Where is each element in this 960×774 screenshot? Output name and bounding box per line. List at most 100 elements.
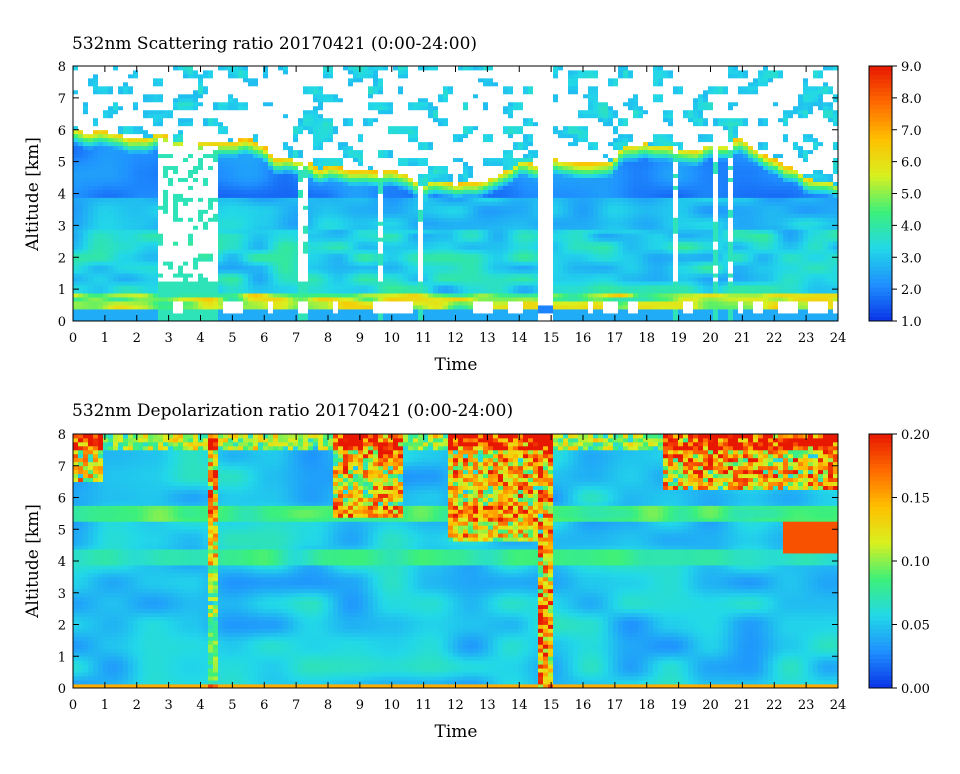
colorbar-2-swatch bbox=[869, 506, 892, 511]
colorbar-1-swatch bbox=[869, 134, 892, 139]
depolarization-ratio-heatmap bbox=[73, 434, 838, 688]
colorbar-2-swatch bbox=[869, 565, 892, 570]
colorbar-1-swatch bbox=[869, 130, 892, 135]
colorbar-2-swatch bbox=[869, 633, 892, 638]
colorbar-1-swatch bbox=[869, 270, 892, 275]
colorbar-1-swatch bbox=[869, 211, 892, 216]
colorbar-1-swatch bbox=[869, 155, 892, 160]
panel-1-xtick-label: 6 bbox=[260, 331, 268, 346]
colorbar-2-swatch bbox=[869, 476, 892, 481]
panel-1-xtick-label: 10 bbox=[383, 331, 400, 346]
panel-1-xtick-label: 19 bbox=[670, 331, 687, 346]
panel-1-ytick-label: 6 bbox=[58, 124, 66, 139]
panel-1-xtick-label: 9 bbox=[356, 331, 364, 346]
colorbar-1-swatch bbox=[869, 160, 892, 165]
panel-2-xtick-label: 6 bbox=[260, 698, 268, 713]
panel-1-title: 532nm Scattering ratio 20170421 (0:00-24… bbox=[72, 34, 477, 54]
panel-2-xtick-label: 17 bbox=[607, 698, 624, 713]
panel-2-xtick-label: 12 bbox=[447, 698, 464, 713]
panel-2-ylabel: Altitude [km] bbox=[23, 504, 43, 619]
colorbar-1-swatch bbox=[869, 189, 892, 194]
panel-1-xtick-label: 13 bbox=[479, 331, 496, 346]
colorbar-2-swatch bbox=[869, 540, 892, 545]
colorbar-1-tick-label: 6.0 bbox=[901, 156, 922, 171]
colorbar-1-swatch bbox=[869, 168, 892, 173]
colorbar-1-swatch bbox=[869, 228, 892, 233]
colorbar-1-swatch bbox=[869, 283, 892, 288]
colorbar-1-tick-label: 4.0 bbox=[901, 219, 922, 234]
colorbar-2-swatch bbox=[869, 616, 892, 621]
colorbar-1-swatch bbox=[869, 253, 892, 258]
panel-2-xtick-label: 9 bbox=[356, 698, 364, 713]
colorbar-2-swatch bbox=[869, 514, 892, 519]
panel-2-ytick-label: 0 bbox=[58, 682, 66, 697]
scattering-ratio-heatmap bbox=[73, 66, 838, 321]
colorbar-2-swatch bbox=[869, 658, 892, 663]
panel-1-ytick-label: 4 bbox=[58, 188, 66, 203]
colorbar-2-swatch bbox=[869, 544, 892, 549]
panel-2-xtick-label: 24 bbox=[830, 698, 847, 713]
panel-1-xtick-label: 12 bbox=[447, 331, 464, 346]
colorbar-2-swatch bbox=[869, 536, 892, 541]
colorbar-1-swatch bbox=[869, 143, 892, 148]
colorbar-2-swatch bbox=[869, 680, 892, 685]
panel-2-xtick-label: 1 bbox=[101, 698, 109, 713]
panel-1-ytick-label: 1 bbox=[58, 283, 66, 298]
colorbar-2-swatch bbox=[869, 548, 892, 553]
colorbar-2-swatch bbox=[869, 629, 892, 634]
colorbar-2-swatch bbox=[869, 582, 892, 587]
colorbar-2-swatch bbox=[869, 447, 892, 452]
colorbar-2-swatch bbox=[869, 641, 892, 646]
colorbar-2-swatch bbox=[869, 654, 892, 659]
colorbar-1-swatch bbox=[869, 202, 892, 207]
colorbar-2-swatch bbox=[869, 595, 892, 600]
panel-2-ytick-label: 1 bbox=[58, 650, 66, 665]
colorbar-2-swatch bbox=[869, 637, 892, 642]
colorbar-2-swatch bbox=[869, 519, 892, 524]
colorbar-1-swatch bbox=[869, 300, 892, 305]
panel-1-xtick-label: 17 bbox=[607, 331, 624, 346]
colorbar-2-swatch bbox=[869, 557, 892, 562]
colorbar-2-swatch bbox=[869, 578, 892, 583]
panel-2-ytick-label: 5 bbox=[58, 523, 66, 538]
panel-2-xtick-label: 21 bbox=[734, 698, 751, 713]
panel-2-xtick-label: 2 bbox=[133, 698, 141, 713]
panel-2-xtick-label: 15 bbox=[543, 698, 560, 713]
colorbar-2-swatch bbox=[869, 569, 892, 574]
panel-1-ytick-label: 5 bbox=[58, 156, 66, 171]
panel-1-xtick-label: 3 bbox=[164, 331, 172, 346]
colorbar-2-swatch bbox=[869, 608, 892, 613]
colorbar-1-swatch bbox=[869, 147, 892, 152]
panel-1-xtick-label: 8 bbox=[324, 331, 332, 346]
colorbar-2-swatch bbox=[869, 459, 892, 464]
colorbar-2-tick-label: 0.20 bbox=[901, 428, 930, 443]
colorbar-2-tick-label: 0.00 bbox=[901, 682, 930, 697]
colorbar-2-swatch bbox=[869, 485, 892, 490]
colorbar-2-swatch bbox=[869, 489, 892, 494]
colorbar-1-swatch bbox=[869, 274, 892, 279]
panel-2-xtick-label: 0 bbox=[69, 698, 77, 713]
panel-1-xtick-label: 16 bbox=[575, 331, 592, 346]
colorbar-1-swatch bbox=[869, 100, 892, 105]
colorbar-1-swatch bbox=[869, 304, 892, 309]
colorbar-1-swatch bbox=[869, 92, 892, 97]
colorbar-2-swatch bbox=[869, 599, 892, 604]
panel-2-xtick-label: 4 bbox=[196, 698, 204, 713]
colorbar-2-swatch bbox=[869, 434, 892, 439]
panel-1-ytick-label: 2 bbox=[58, 251, 66, 266]
panel-1-xtick-label: 18 bbox=[638, 331, 655, 346]
colorbar-1-swatch bbox=[869, 198, 892, 203]
colorbar-1-swatch bbox=[869, 96, 892, 101]
colorbar-2-swatch bbox=[869, 510, 892, 515]
colorbar-1-tick-label: 5.0 bbox=[901, 188, 922, 203]
colorbar-1-swatch bbox=[869, 70, 892, 75]
colorbar-1-swatch bbox=[869, 215, 892, 220]
colorbar-1-swatch bbox=[869, 75, 892, 80]
colorbar-1-tick-label: 1.0 bbox=[901, 315, 922, 330]
colorbar-1-swatch bbox=[869, 245, 892, 250]
colorbar-1-swatch bbox=[869, 257, 892, 262]
colorbar-1-swatch bbox=[869, 279, 892, 284]
panel-1-xtick-label: 4 bbox=[196, 331, 204, 346]
colorbar-2-swatch bbox=[869, 523, 892, 528]
